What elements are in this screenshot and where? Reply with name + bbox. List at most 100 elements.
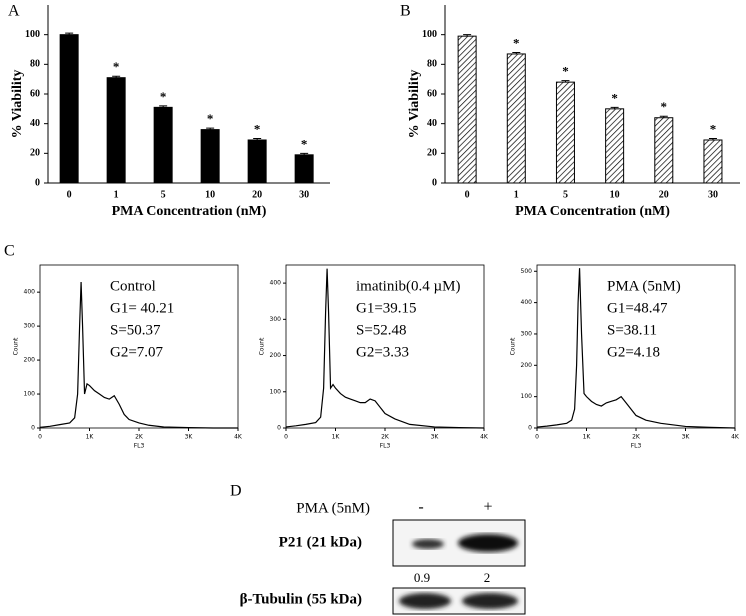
y-tick-label: 60 <box>427 88 437 99</box>
annotation: Control <box>110 278 156 294</box>
y-tick-label: 300 <box>521 330 533 337</box>
y-tick-label: 500 <box>521 268 533 275</box>
x-tick-label: 0 <box>284 434 288 441</box>
y-tick-label: 0 <box>528 425 532 432</box>
band <box>458 534 518 552</box>
y-tick-label: 200 <box>24 357 36 364</box>
x-tick-label: 0 <box>465 189 470 200</box>
x-tick-label: 2K <box>135 434 144 441</box>
y-tick-label: 40 <box>30 118 40 129</box>
error-bar <box>65 32 74 35</box>
x-tick-label: 1K <box>583 434 592 441</box>
annotation: G2=4.18 <box>607 344 660 360</box>
y-tick-label: 400 <box>270 280 282 287</box>
panel-label: D <box>230 483 242 500</box>
histogram-curve <box>536 268 736 429</box>
annotation: G1=48.47 <box>607 300 668 316</box>
significance-marker: * <box>661 99 668 114</box>
lane-label: + <box>483 499 492 516</box>
y-tick-label: 0 <box>31 425 35 432</box>
x-tick-label: 1K <box>86 434 95 441</box>
bar <box>654 117 674 184</box>
panel-label: B <box>400 3 411 20</box>
y-tick-label: 200 <box>521 362 533 369</box>
band <box>462 593 518 609</box>
x-tick-label: 1 <box>514 189 519 200</box>
error-bar <box>206 127 215 130</box>
y-tick-label: 60 <box>30 88 40 99</box>
x-tick-label: 10 <box>205 189 215 200</box>
y-tick-label: 0 <box>35 177 40 188</box>
x-tick-label: 3K <box>185 434 194 441</box>
error-bar <box>463 34 472 37</box>
x-tick-label: 4K <box>731 434 740 441</box>
y-tick-label: 20 <box>30 148 40 159</box>
y-tick-label: 200 <box>270 352 282 359</box>
histogram-curve <box>285 268 485 429</box>
band <box>399 593 451 609</box>
error-bar <box>159 105 168 108</box>
y-tick-label: 300 <box>270 316 282 323</box>
significance-marker: * <box>254 121 261 136</box>
significance-marker: * <box>301 136 308 151</box>
x-tick-label: 1 <box>114 189 119 200</box>
bar <box>605 108 625 184</box>
band-ratio: 2 <box>484 570 491 585</box>
x-tick-label: 30 <box>299 189 309 200</box>
bar <box>457 35 477 184</box>
y-tick-label: 20 <box>427 148 437 159</box>
bar <box>294 154 314 184</box>
y-tick-label: 80 <box>427 59 437 70</box>
y-tick-label: 0 <box>277 425 281 432</box>
y-tick-label: 100 <box>24 391 36 398</box>
x-tick-label: 2K <box>632 434 641 441</box>
panel-label: A <box>8 3 20 20</box>
x-tick-label: 5 <box>563 189 568 200</box>
lane-label: - <box>418 499 423 516</box>
x-tick-label: 5 <box>161 189 166 200</box>
x-tick-label: 3K <box>682 434 691 441</box>
annotation: PMA (5nM) <box>607 278 681 294</box>
x-axis-label: FL3 <box>631 443 642 450</box>
y-tick-label: 100 <box>270 388 282 395</box>
x-tick-label: 0 <box>535 434 539 441</box>
y-axis-label: Count <box>259 337 266 355</box>
y-tick-label: 100 <box>422 29 437 40</box>
bar <box>59 34 79 184</box>
annotation: S=38.11 <box>607 322 657 338</box>
bar <box>703 139 723 184</box>
bar <box>106 77 126 184</box>
annotation: imatinib(0.4 µM) <box>356 278 460 294</box>
annotation: G2=3.33 <box>356 344 409 360</box>
blot-row-label: P21 (21 kDa) <box>279 534 362 550</box>
y-axis-label: % Viability <box>10 70 25 139</box>
x-tick-label: 30 <box>708 189 718 200</box>
x-tick-label: 20 <box>252 189 262 200</box>
x-tick-label: 2K <box>381 434 390 441</box>
plot-frame <box>285 264 485 429</box>
x-tick-label: 4K <box>234 434 243 441</box>
panel-label: C <box>4 243 15 260</box>
bar <box>247 139 267 184</box>
significance-marker: * <box>710 121 717 136</box>
plot-frame <box>39 264 239 429</box>
y-tick-label: 100 <box>25 29 40 40</box>
x-tick-label: 0 <box>38 434 42 441</box>
annotation: S=52.48 <box>356 322 407 338</box>
y-tick-label: 40 <box>427 118 437 129</box>
error-bar <box>300 152 309 155</box>
error-bar <box>253 138 262 140</box>
bar <box>506 53 526 184</box>
x-tick-label: 20 <box>659 189 669 200</box>
x-axis-label: PMA Concentration (nM) <box>515 204 670 219</box>
significance-marker: * <box>562 64 569 79</box>
blot-row-label: β-Tubulin (55 kDa) <box>240 591 362 607</box>
bar <box>200 129 220 184</box>
y-axis-label: % Viability <box>407 70 422 139</box>
blot-treatment: PMA (5nM) <box>296 500 370 516</box>
significance-marker: * <box>207 111 214 126</box>
x-tick-label: 4K <box>480 434 489 441</box>
y-tick-label: 100 <box>521 393 533 400</box>
x-tick-label: 10 <box>610 189 620 200</box>
